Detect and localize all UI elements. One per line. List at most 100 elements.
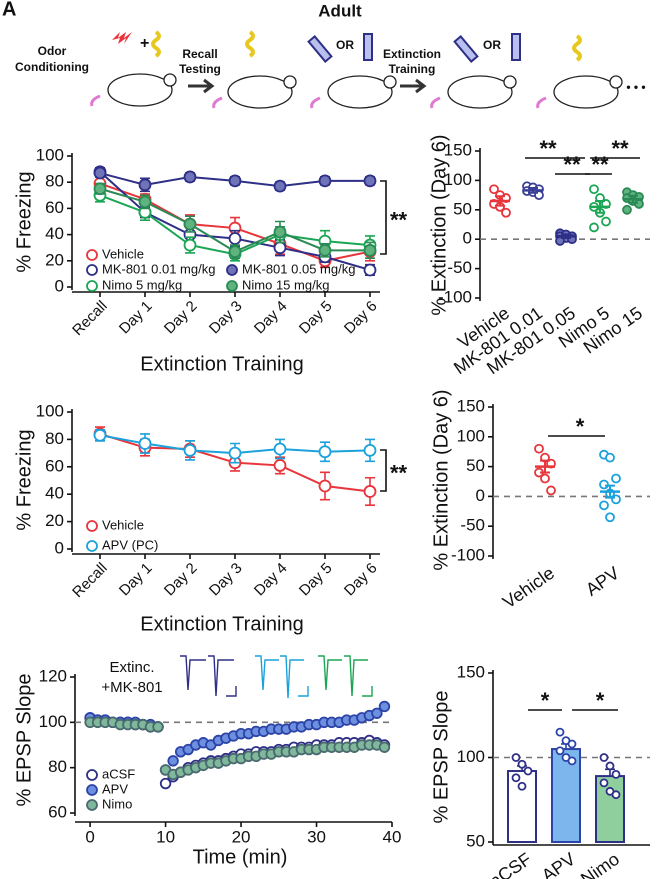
data-point (93, 166, 107, 180)
annotation: ** (591, 152, 609, 177)
y-tick-label: 80 (45, 172, 64, 191)
y-tick-label: 100 (457, 426, 485, 445)
x-tick-label: 0 (85, 827, 94, 846)
data-point (378, 741, 391, 753)
odor-icon (245, 30, 255, 58)
legend-label: Vehicle (102, 517, 144, 532)
x-tick-label: Day 1 (116, 560, 156, 600)
error-bar (628, 194, 638, 204)
annotation: ** (563, 152, 581, 177)
data-point (138, 178, 152, 192)
data-point (501, 207, 511, 218)
y-tick-label: 50 (466, 456, 485, 475)
data-point (511, 753, 521, 762)
data-point (273, 225, 287, 239)
legend-label: Nimo 5 mg/kg (102, 277, 182, 292)
legend-marker (86, 769, 98, 781)
data-point (138, 195, 152, 209)
y-tick-label: 80 (48, 757, 67, 776)
error-bar (561, 233, 571, 240)
y-tick-label: 40 (45, 224, 64, 243)
y-tick-label: 40 (45, 484, 64, 503)
x-tick-label: 30 (307, 827, 326, 846)
y-tick-label: 150 (444, 140, 472, 159)
y-tick-label: 60 (45, 198, 64, 217)
x-tick-label: aCSF (486, 849, 535, 879)
x-tick-label: Day 1 (116, 298, 156, 338)
data-point (318, 174, 332, 188)
y-tick-label: 150 (457, 396, 485, 415)
header-title: Adult (318, 1, 362, 20)
annotation: ** (390, 207, 408, 232)
x-tick-label: 20 (232, 827, 251, 846)
data-point (93, 428, 107, 442)
data-point (183, 170, 197, 184)
legend-label: MK-801 0.01 mg/kg (102, 261, 215, 276)
x-tick-label: Recall (69, 560, 110, 601)
legend-label: Nimo 15 mg/kg (242, 277, 329, 292)
data-point (273, 442, 287, 456)
legend-label: Nimo (102, 796, 132, 811)
legend-marker (226, 280, 238, 292)
y-tick-label: 100 (39, 712, 67, 731)
data-point (318, 479, 332, 493)
data-point (318, 445, 332, 459)
annotation: ** (390, 460, 408, 485)
legend-label: APV (102, 781, 128, 796)
or-label: OR (336, 38, 354, 52)
y-axis-label: % Freezing (13, 429, 35, 530)
x-axis-label: Time (min) (193, 846, 288, 868)
y-tick-label: 20 (45, 250, 64, 269)
y-tick-label: 0 (476, 486, 485, 505)
error-bar (595, 199, 605, 214)
data-point (611, 770, 621, 779)
x-tick-label: 10 (156, 827, 175, 846)
legend-marker (86, 520, 98, 532)
data-point (363, 443, 377, 457)
data-point (589, 184, 599, 195)
y-tick-label: -100 (451, 545, 485, 564)
y-tick-label: 150 (457, 662, 485, 681)
data-point (605, 761, 615, 771)
x-tick-label: Day 2 (161, 560, 201, 600)
data-point (567, 756, 577, 766)
y-axis-label: % Extinction (Day 6) (430, 389, 452, 570)
x-tick-label: Day 5 (296, 298, 336, 338)
data-point (138, 437, 152, 450)
x-tick-label: Day 5 (296, 560, 336, 600)
legend-marker (86, 280, 98, 292)
data-point (555, 746, 565, 756)
y-tick-label: 20 (45, 511, 64, 530)
error-bar (495, 195, 505, 207)
arrow (188, 78, 215, 94)
error-bar (605, 484, 615, 499)
y-tick-label: 60 (48, 802, 67, 821)
or-label: OR (483, 38, 501, 52)
y-axis-label: % Extinction (Day 6) (428, 134, 450, 315)
data-point (228, 245, 242, 259)
data-point (517, 759, 527, 769)
data-point (634, 199, 644, 209)
data-point (489, 184, 499, 195)
data-point (228, 446, 242, 460)
y-tick-label: 100 (36, 401, 64, 420)
x-tick-label: Day 4 (251, 560, 291, 600)
annotation: * (576, 414, 585, 439)
data-point (183, 443, 197, 457)
error-bar (540, 459, 550, 474)
data-point (363, 485, 377, 498)
data-point (363, 174, 377, 188)
y-axis-label: % EPSP Slope (13, 673, 35, 806)
step-label: Extinction (383, 47, 441, 61)
data-point (167, 755, 179, 767)
y-tick-label: 50 (466, 831, 485, 850)
shock-icon (112, 32, 132, 44)
y-tick-label: 120 (39, 666, 67, 685)
data-point (273, 459, 287, 472)
bar (507, 770, 537, 844)
data-point (555, 727, 565, 737)
y-tick-label: 0 (463, 229, 472, 248)
legend-marker (86, 264, 98, 276)
legend-label: aCSF (102, 766, 135, 781)
